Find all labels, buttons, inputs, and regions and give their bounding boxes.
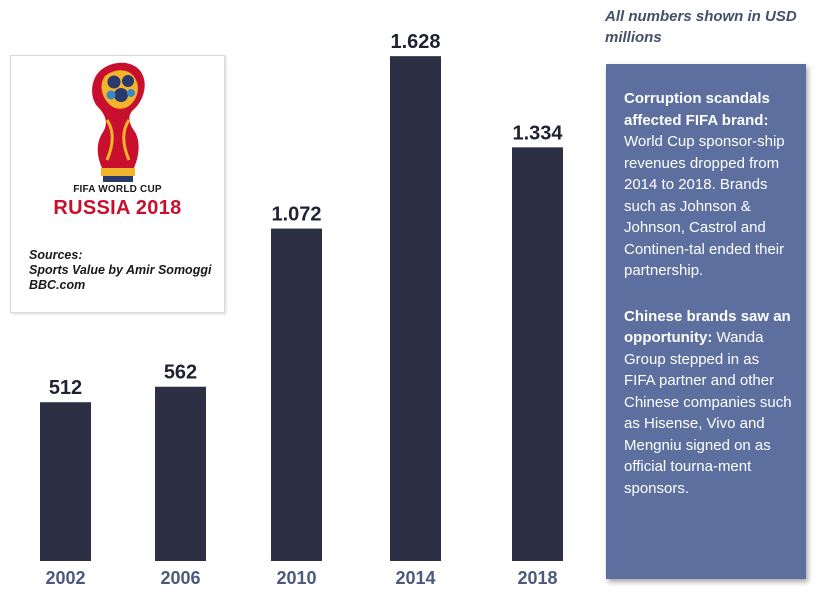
value-label-2018: 1.334: [512, 122, 563, 144]
info-paragraph-2: Chinese brands saw an opportunity: Wanda…: [624, 306, 794, 500]
bar-2010: [271, 228, 322, 561]
sources-block: Sources: Sports Value by Amir Somoggi BB…: [29, 248, 224, 293]
year-label-2010: 2010: [276, 568, 316, 588]
value-label-2006: 562: [164, 362, 197, 384]
value-label-2002: 512: [49, 377, 82, 399]
info-body-1: World Cup sponsor-ship revenues dropped …: [624, 133, 785, 279]
world-cup-trophy-icon: [92, 62, 145, 182]
info-heading-1: Corruption scandals affected FIFA brand:: [624, 90, 770, 129]
year-label-2006: 2006: [160, 568, 200, 588]
logo-wordmark-small: FIFA WORLD CUP: [73, 184, 162, 195]
bar-2018: [512, 147, 563, 561]
year-label-2014: 2014: [395, 568, 435, 588]
sources-line-1: Sports Value by Amir Somoggi: [29, 263, 212, 277]
sources-heading: Sources:: [29, 248, 83, 262]
logo-sources-card: FIFA WORLD CUP RUSSIA 2018 Sources: Spor…: [10, 55, 225, 313]
year-label-2018: 2018: [517, 568, 557, 588]
units-note: All numbers shown in USD millions: [605, 8, 797, 46]
info-body-2: Wanda Group stepped in as FIFA partner a…: [624, 329, 792, 497]
logo-wordmark-large: RUSSIA 2018: [53, 197, 182, 219]
year-label-2002: 2002: [45, 568, 85, 588]
info-heading-2: Chinese brands saw an opportunity:: [624, 307, 791, 347]
value-label-2014: 1.628: [390, 31, 440, 53]
bar-2006: [155, 386, 206, 561]
info-panel: Corruption scandals affected FIFA brand:…: [606, 64, 806, 579]
sources-line-2: BBC.com: [29, 278, 86, 292]
bar-2002: [40, 402, 91, 561]
bar-2014: [390, 56, 441, 562]
value-label-2010: 1.072: [271, 204, 321, 226]
info-paragraph-1: Corruption scandals affected FIFA brand:…: [624, 88, 794, 282]
sponsorship-bar-chart: 512 2002 562 2006 1.072 2010 1.628 2014 1.334 201…: [40, 31, 563, 588]
